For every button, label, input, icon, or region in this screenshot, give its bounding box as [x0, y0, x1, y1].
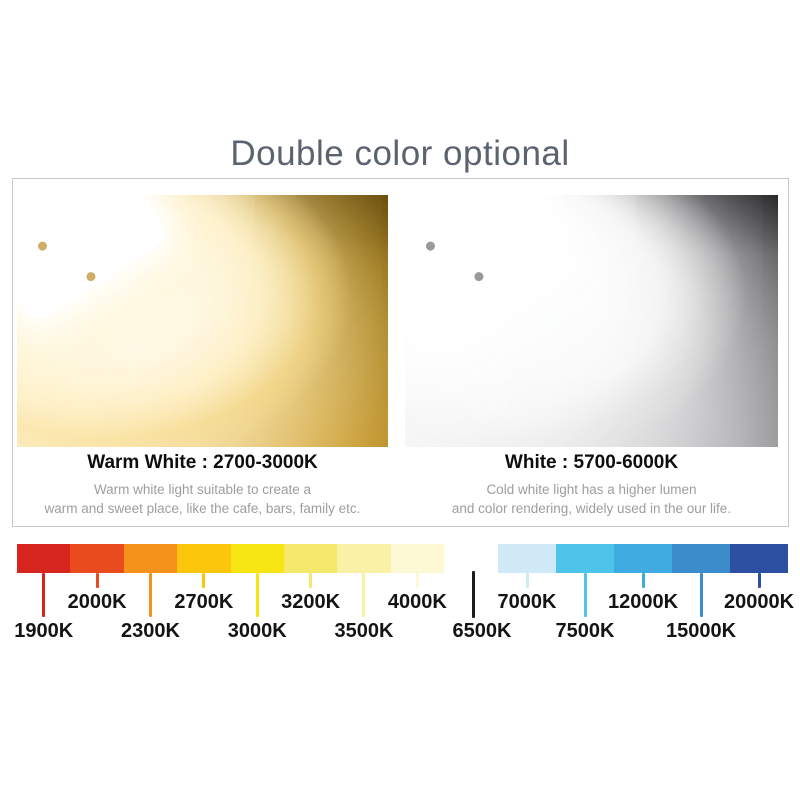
swatch-15000K: [672, 544, 730, 573]
swatch-7500K: [556, 544, 614, 573]
mounting-hole: [472, 270, 486, 283]
scale-tick: [757, 573, 761, 588]
scale-tick: [362, 573, 366, 617]
kelvin-label: 2700K: [174, 591, 234, 613]
mounting-hole: [36, 239, 49, 253]
led-module: [405, 195, 558, 325]
scale-tick: [202, 573, 206, 588]
kelvin-label: 7500K: [555, 620, 615, 642]
kelvin-label: 2300K: [120, 620, 180, 642]
scale-tick: [42, 573, 46, 617]
cold-white-photo: [405, 195, 778, 447]
warm-description-line1: Warm white light suitable to create a: [93, 482, 312, 497]
scale-tick: [583, 573, 587, 617]
kelvin-label: 7000K: [497, 591, 557, 613]
warm-color-bar: [17, 544, 444, 573]
led-module: [17, 195, 170, 325]
swatch-3500K: [337, 544, 391, 573]
cool-color-bar: [498, 544, 788, 573]
cool-caption: White : 5700-6000K: [504, 452, 679, 473]
swatch-3000K: [230, 544, 284, 573]
warm-caption: Warm White : 2700-3000K: [87, 452, 318, 473]
swatch-2700K: [177, 544, 231, 573]
kelvin-label: 3500K: [334, 620, 394, 642]
scale-tick: [255, 573, 259, 617]
scale-tick: [95, 573, 99, 588]
scale-tick: [641, 573, 645, 588]
mounting-hole: [84, 270, 98, 283]
kelvin-label: 3000K: [227, 620, 287, 642]
scale-tick: [415, 573, 419, 588]
warm-description: Warm white light suitable to create a wa…: [17, 480, 388, 518]
swatch-4000K: [390, 544, 444, 573]
swatch-20000K: [730, 544, 788, 573]
warm-white-photo: [17, 195, 388, 447]
kelvin-label: 20000K: [723, 591, 795, 613]
warm-description-line2: warm and sweet place, like the cafe, bar…: [44, 501, 361, 516]
kelvin-label: 1900K: [14, 620, 74, 642]
kelvin-label: 4000K: [387, 591, 447, 613]
swatch-2000K: [70, 544, 124, 573]
scale-tick: [699, 573, 703, 617]
page-title: Double color optional: [230, 134, 570, 173]
kelvin-label: 12000K: [607, 591, 679, 613]
swatch-3200K: [283, 544, 338, 573]
kelvin-label: 3200K: [281, 591, 341, 613]
kelvin-label: 2000K: [67, 591, 127, 613]
color-temperature-scale: 1900K 2000K 2300K 2700K 3000K 3200K 3500K 4000K…: [0, 544, 800, 654]
cool-description-line2: and color rendering, widely used in the …: [451, 501, 732, 516]
scale-tick: [309, 573, 313, 588]
swatch-1900K: [17, 544, 71, 573]
swatch-7000K: [498, 544, 556, 573]
scale-tick: [471, 571, 475, 618]
kelvin-label: 15000K: [665, 620, 737, 642]
swatch-12000K: [614, 544, 672, 573]
cool-description-line1: Cold white light has a higher lumen: [486, 482, 697, 497]
scale-tick: [525, 573, 529, 588]
swatch-2300K: [123, 544, 178, 573]
scale-tick: [148, 573, 152, 617]
cool-description: Cold white light has a higher lumen and …: [405, 480, 778, 518]
mounting-hole: [424, 239, 437, 253]
kelvin-label: 6500K: [452, 620, 512, 642]
